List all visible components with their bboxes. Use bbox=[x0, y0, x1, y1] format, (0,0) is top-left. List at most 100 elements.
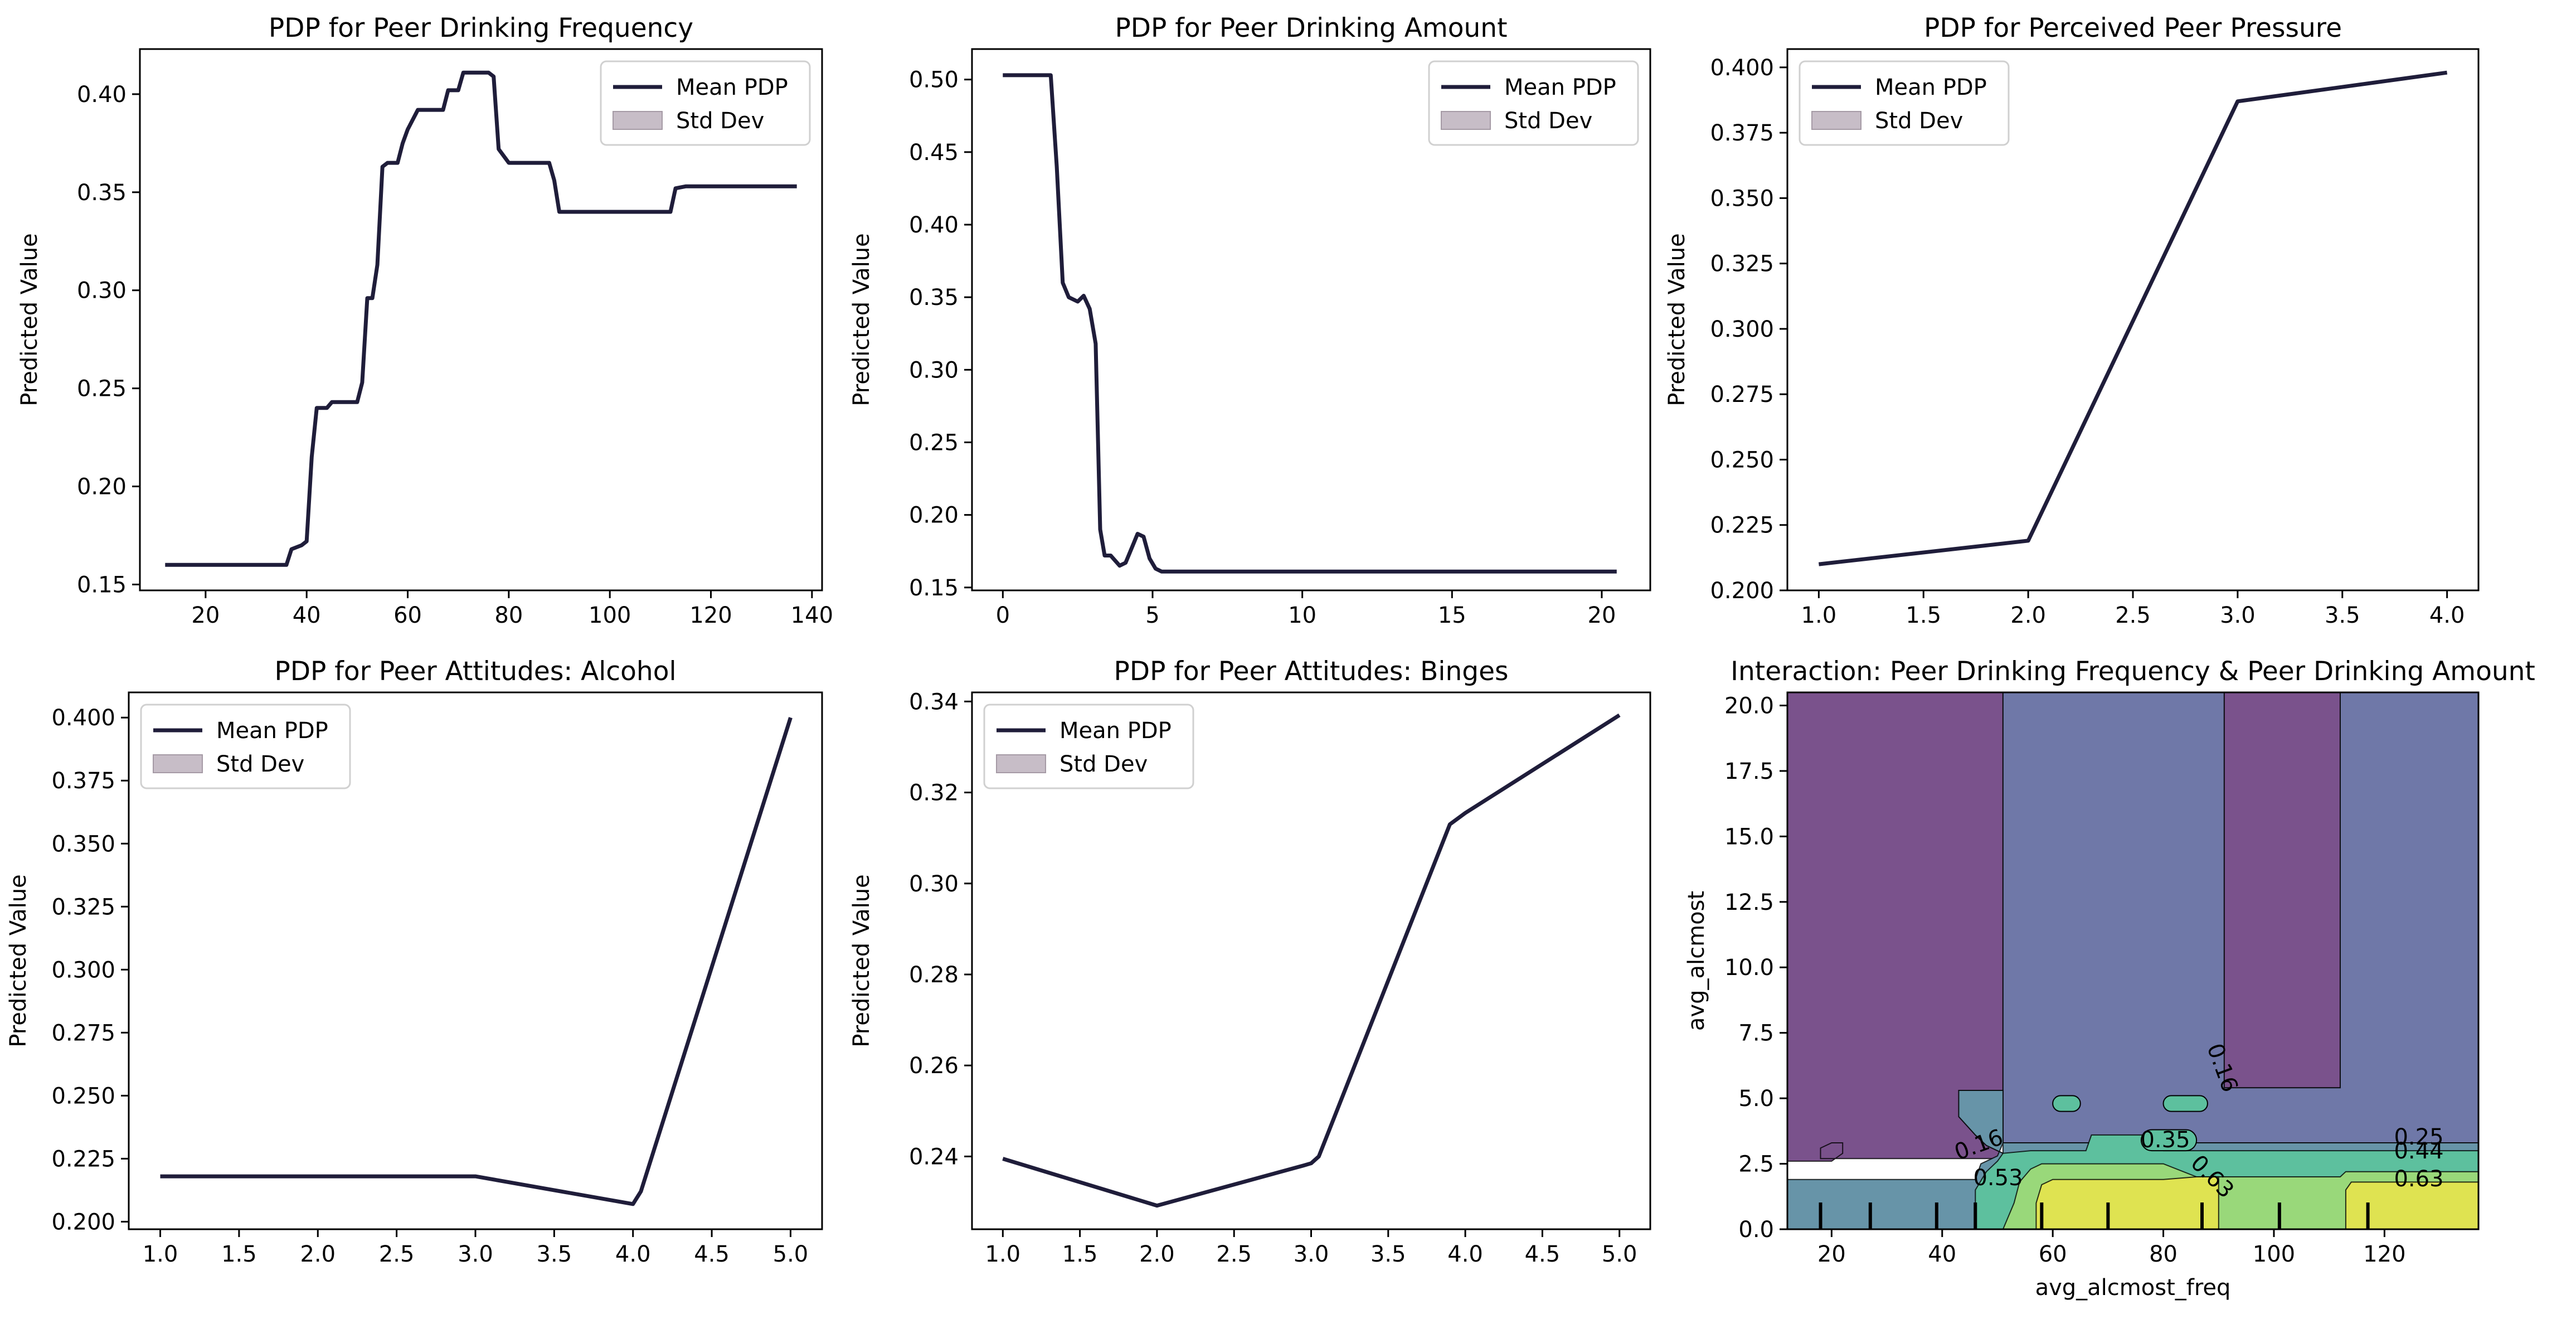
legend-label: Mean PDP bbox=[1059, 718, 1172, 744]
x-tick-label: 15 bbox=[1438, 603, 1466, 628]
y-tick-label: 2.5 bbox=[1738, 1152, 1774, 1177]
y-tick-label: 7.5 bbox=[1738, 1021, 1774, 1046]
x-tick-label: 1.5 bbox=[1062, 1242, 1098, 1267]
x-tick-label: 80 bbox=[2149, 1242, 2178, 1267]
axes-frame bbox=[139, 48, 823, 591]
panel-6: Interaction: Peer Drinking Frequency & P… bbox=[1684, 656, 2535, 1301]
y-tick-label: 0.35 bbox=[77, 180, 127, 206]
y-tick-label: 0.15 bbox=[909, 575, 959, 601]
y-tick-label: 0.400 bbox=[51, 705, 115, 731]
y-tick-label: 0.28 bbox=[909, 962, 959, 988]
y-tick-label: 0.300 bbox=[1710, 317, 1774, 342]
x-tick-label: 120 bbox=[2363, 1242, 2405, 1267]
y-tick-label: 0.225 bbox=[51, 1146, 115, 1172]
legend-label: Mean PDP bbox=[676, 75, 788, 100]
legend-label: Std Dev bbox=[1875, 108, 1963, 134]
legend-band-swatch bbox=[996, 754, 1046, 773]
y-tick-label: 17.5 bbox=[1724, 759, 1774, 784]
y-tick-label: 0.34 bbox=[909, 689, 959, 715]
x-tick-label: 40 bbox=[1928, 1242, 1956, 1267]
x-tick-label: 4.0 bbox=[2429, 603, 2465, 628]
x-tick-label: 5 bbox=[1145, 603, 1159, 628]
contour-label: 0.63 bbox=[2394, 1166, 2443, 1192]
plot-area bbox=[160, 717, 793, 1206]
x-tick-label: 100 bbox=[589, 603, 631, 628]
x-tick-label: 0 bbox=[996, 603, 1010, 628]
legend: Mean PDP Std Dev bbox=[140, 704, 351, 789]
panel-title: PDP for Peer Attitudes: Alcohol bbox=[274, 656, 676, 687]
x-tick-label: 4.5 bbox=[1525, 1242, 1561, 1267]
panel-title: PDP for Perceived Peer Pressure bbox=[1924, 13, 2342, 43]
x-tick-label: 10 bbox=[1288, 603, 1316, 628]
y-tick-label: 0.15 bbox=[77, 572, 127, 598]
y-tick-label: 0.350 bbox=[51, 831, 115, 857]
x-tick-label: 2.5 bbox=[2115, 603, 2151, 628]
x-tick-label: 4.5 bbox=[694, 1242, 730, 1267]
y-tick-label: 5.0 bbox=[1738, 1086, 1774, 1112]
x-tick-label: 3.0 bbox=[1294, 1242, 1329, 1267]
y-tick-label: 0.400 bbox=[1710, 55, 1774, 81]
x-tick-label: 3.5 bbox=[1370, 1242, 1406, 1267]
y-axis-label: Predicted Value bbox=[849, 233, 874, 406]
y-tick-label: 0.375 bbox=[51, 768, 115, 794]
plot-area bbox=[1003, 73, 1617, 574]
panel-title: PDP for Peer Drinking Frequency bbox=[269, 13, 693, 43]
mean-pdp-line bbox=[165, 70, 797, 567]
y-tick-label: 0.200 bbox=[1710, 578, 1774, 604]
x-axis-label: avg_alcmost_freq bbox=[2035, 1275, 2231, 1301]
legend: Mean PDP Std Dev bbox=[983, 704, 1194, 789]
x-tick-label: 3.5 bbox=[537, 1242, 572, 1267]
y-tick-label: 0.325 bbox=[51, 894, 115, 920]
axes-frame bbox=[971, 48, 1651, 591]
y-tick-label: 0.24 bbox=[909, 1144, 959, 1170]
y-tick-label: 0.35 bbox=[909, 285, 959, 311]
contour-region bbox=[2035, 1176, 2219, 1229]
contour-blob bbox=[2140, 1129, 2198, 1152]
axes-frame bbox=[1786, 691, 2480, 1230]
legend-label: Std Dev bbox=[1059, 751, 1148, 777]
mean-pdp-line bbox=[1002, 713, 1621, 1208]
y-tick-label: 0.375 bbox=[1710, 120, 1774, 146]
legend: Mean PDP Std Dev bbox=[1799, 60, 2010, 146]
x-tick-label: 2.5 bbox=[1216, 1242, 1252, 1267]
legend-label: Mean PDP bbox=[1875, 75, 1987, 100]
x-tick-label: 60 bbox=[2039, 1242, 2067, 1267]
y-tick-label: 10.0 bbox=[1724, 955, 1774, 981]
legend-band-swatch bbox=[1441, 111, 1491, 130]
y-tick-label: 0.250 bbox=[1710, 447, 1774, 473]
y-tick-label: 0.200 bbox=[51, 1209, 115, 1235]
x-tick-label: 5.0 bbox=[773, 1242, 809, 1267]
y-tick-label: 0.300 bbox=[51, 957, 115, 983]
y-tick-label: 0.40 bbox=[909, 212, 959, 238]
y-tick-label: 0.275 bbox=[51, 1020, 115, 1046]
y-tick-label: 0.26 bbox=[909, 1053, 959, 1079]
contour-region bbox=[2223, 692, 2341, 1089]
y-tick-label: 20.0 bbox=[1724, 693, 1774, 719]
panel-title: Interaction: Peer Drinking Frequency & P… bbox=[1731, 656, 2535, 687]
legend: Mean PDP Std Dev bbox=[1428, 60, 1639, 146]
y-tick-label: 15.0 bbox=[1724, 824, 1774, 850]
y-tick-label: 0.30 bbox=[909, 871, 959, 897]
y-tick-label: 0.250 bbox=[51, 1083, 115, 1109]
x-tick-label: 4.0 bbox=[615, 1242, 651, 1267]
x-tick-label: 60 bbox=[393, 603, 422, 628]
contour-label: 0.25 bbox=[2394, 1124, 2443, 1150]
x-tick-label: 4.0 bbox=[1447, 1242, 1483, 1267]
y-tick-label: 0.20 bbox=[909, 503, 959, 528]
y-tick-label: 0.25 bbox=[77, 376, 127, 402]
y-axis-label: Predicted Value bbox=[17, 233, 42, 406]
x-tick-label: 5.0 bbox=[1602, 1242, 1637, 1267]
legend-label: Std Dev bbox=[676, 108, 764, 134]
y-tick-label: 0.32 bbox=[909, 780, 959, 806]
x-tick-label: 40 bbox=[293, 603, 321, 628]
y-tick-label: 0.325 bbox=[1710, 251, 1774, 277]
panel-2: PDP for Peer Drinking Amount Mean PDP Std … bbox=[849, 13, 1651, 628]
y-tick-label: 0.30 bbox=[909, 357, 959, 383]
contour-blob bbox=[2052, 1095, 2081, 1112]
x-tick-label: 2.0 bbox=[1139, 1242, 1175, 1267]
x-tick-label: 1.5 bbox=[221, 1242, 257, 1267]
x-tick-label: 2.5 bbox=[379, 1242, 415, 1267]
mean-pdp-line bbox=[1819, 70, 2448, 566]
x-tick-label: 3.0 bbox=[2220, 603, 2256, 628]
y-tick-label: 12.5 bbox=[1724, 890, 1774, 915]
